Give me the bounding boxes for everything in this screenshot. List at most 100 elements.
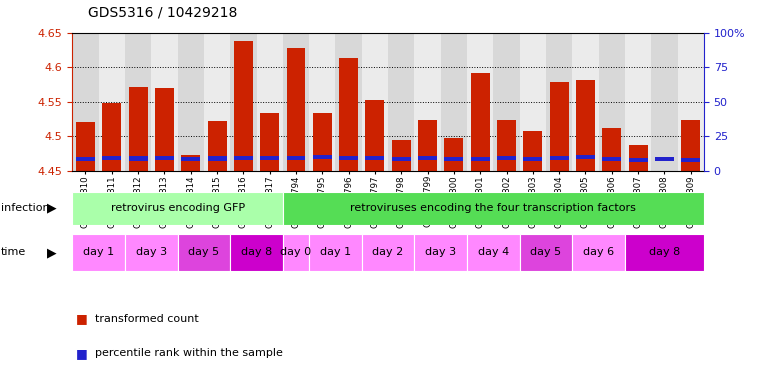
- Bar: [208, 156, 227, 161]
- Bar: [524, 157, 543, 161]
- Text: retroviruses encoding the four transcription factors: retroviruses encoding the four transcrip…: [351, 203, 636, 214]
- Bar: [655, 171, 674, 179]
- Text: day 5: day 5: [188, 247, 219, 258]
- Text: percentile rank within the sample: percentile rank within the sample: [95, 348, 283, 358]
- Bar: [418, 156, 437, 160]
- Text: infection: infection: [1, 203, 49, 214]
- Text: day 1: day 1: [83, 247, 114, 258]
- Text: day 1: day 1: [320, 247, 351, 258]
- Bar: [497, 120, 516, 171]
- Bar: [313, 155, 332, 159]
- Bar: [520, 33, 546, 171]
- Bar: [339, 156, 358, 160]
- Bar: [625, 234, 704, 271]
- Text: day 3: day 3: [425, 247, 457, 258]
- Text: day 6: day 6: [583, 247, 614, 258]
- Text: GDS5316 / 10429218: GDS5316 / 10429218: [88, 5, 237, 19]
- Bar: [99, 33, 125, 171]
- Bar: [471, 157, 489, 161]
- Bar: [283, 234, 309, 271]
- Bar: [629, 158, 648, 162]
- Bar: [102, 156, 121, 160]
- Text: day 4: day 4: [478, 247, 509, 258]
- Text: ■: ■: [76, 347, 88, 360]
- Bar: [361, 234, 415, 271]
- Bar: [72, 33, 99, 171]
- Bar: [155, 156, 174, 160]
- Bar: [572, 234, 625, 271]
- Bar: [415, 33, 441, 171]
- Bar: [256, 33, 283, 171]
- Bar: [339, 58, 358, 171]
- Text: day 8: day 8: [649, 247, 680, 258]
- Bar: [204, 33, 231, 171]
- Bar: [651, 33, 677, 171]
- Text: day 0: day 0: [281, 247, 311, 258]
- Bar: [260, 113, 279, 171]
- Bar: [524, 131, 543, 171]
- Bar: [572, 33, 599, 171]
- Bar: [287, 48, 305, 171]
- Bar: [181, 155, 200, 171]
- Bar: [365, 156, 384, 160]
- Bar: [177, 234, 230, 271]
- Bar: [231, 234, 283, 271]
- Bar: [392, 141, 411, 171]
- Bar: [181, 157, 200, 161]
- Bar: [365, 100, 384, 171]
- Bar: [125, 33, 151, 171]
- Bar: [234, 41, 253, 171]
- Bar: [603, 128, 621, 171]
- Bar: [441, 33, 467, 171]
- Bar: [361, 33, 388, 171]
- Bar: [313, 113, 332, 171]
- Bar: [72, 234, 125, 271]
- Text: day 8: day 8: [241, 247, 272, 258]
- Bar: [677, 33, 704, 171]
- Bar: [129, 156, 148, 161]
- Bar: [309, 33, 336, 171]
- Text: day 5: day 5: [530, 247, 562, 258]
- Bar: [467, 33, 493, 171]
- Bar: [493, 33, 520, 171]
- Bar: [392, 157, 411, 161]
- Text: transformed count: transformed count: [95, 314, 199, 324]
- Bar: [549, 83, 568, 171]
- Bar: [151, 33, 177, 171]
- Bar: [76, 157, 95, 161]
- Bar: [72, 192, 283, 225]
- Bar: [336, 33, 361, 171]
- Text: ■: ■: [76, 312, 88, 325]
- Bar: [287, 156, 305, 160]
- Bar: [234, 156, 253, 160]
- Bar: [231, 33, 256, 171]
- Bar: [415, 234, 467, 271]
- Bar: [283, 192, 704, 225]
- Bar: [603, 157, 621, 161]
- Text: ▶: ▶: [47, 246, 57, 259]
- Bar: [309, 234, 361, 271]
- Bar: [681, 158, 700, 162]
- Bar: [102, 103, 121, 171]
- Bar: [546, 33, 572, 171]
- Bar: [388, 33, 415, 171]
- Bar: [576, 155, 595, 159]
- Text: time: time: [1, 247, 26, 258]
- Bar: [129, 86, 148, 171]
- Bar: [418, 120, 437, 171]
- Bar: [444, 138, 463, 171]
- Bar: [125, 234, 177, 271]
- Bar: [576, 79, 595, 171]
- Bar: [155, 88, 174, 171]
- Bar: [208, 121, 227, 171]
- Bar: [177, 33, 204, 171]
- Bar: [549, 156, 568, 160]
- Text: day 3: day 3: [135, 247, 167, 258]
- Bar: [76, 122, 95, 171]
- Text: ▶: ▶: [47, 202, 57, 215]
- Bar: [655, 157, 674, 161]
- Bar: [444, 157, 463, 161]
- Bar: [283, 33, 309, 171]
- Bar: [625, 33, 651, 171]
- Bar: [681, 120, 700, 171]
